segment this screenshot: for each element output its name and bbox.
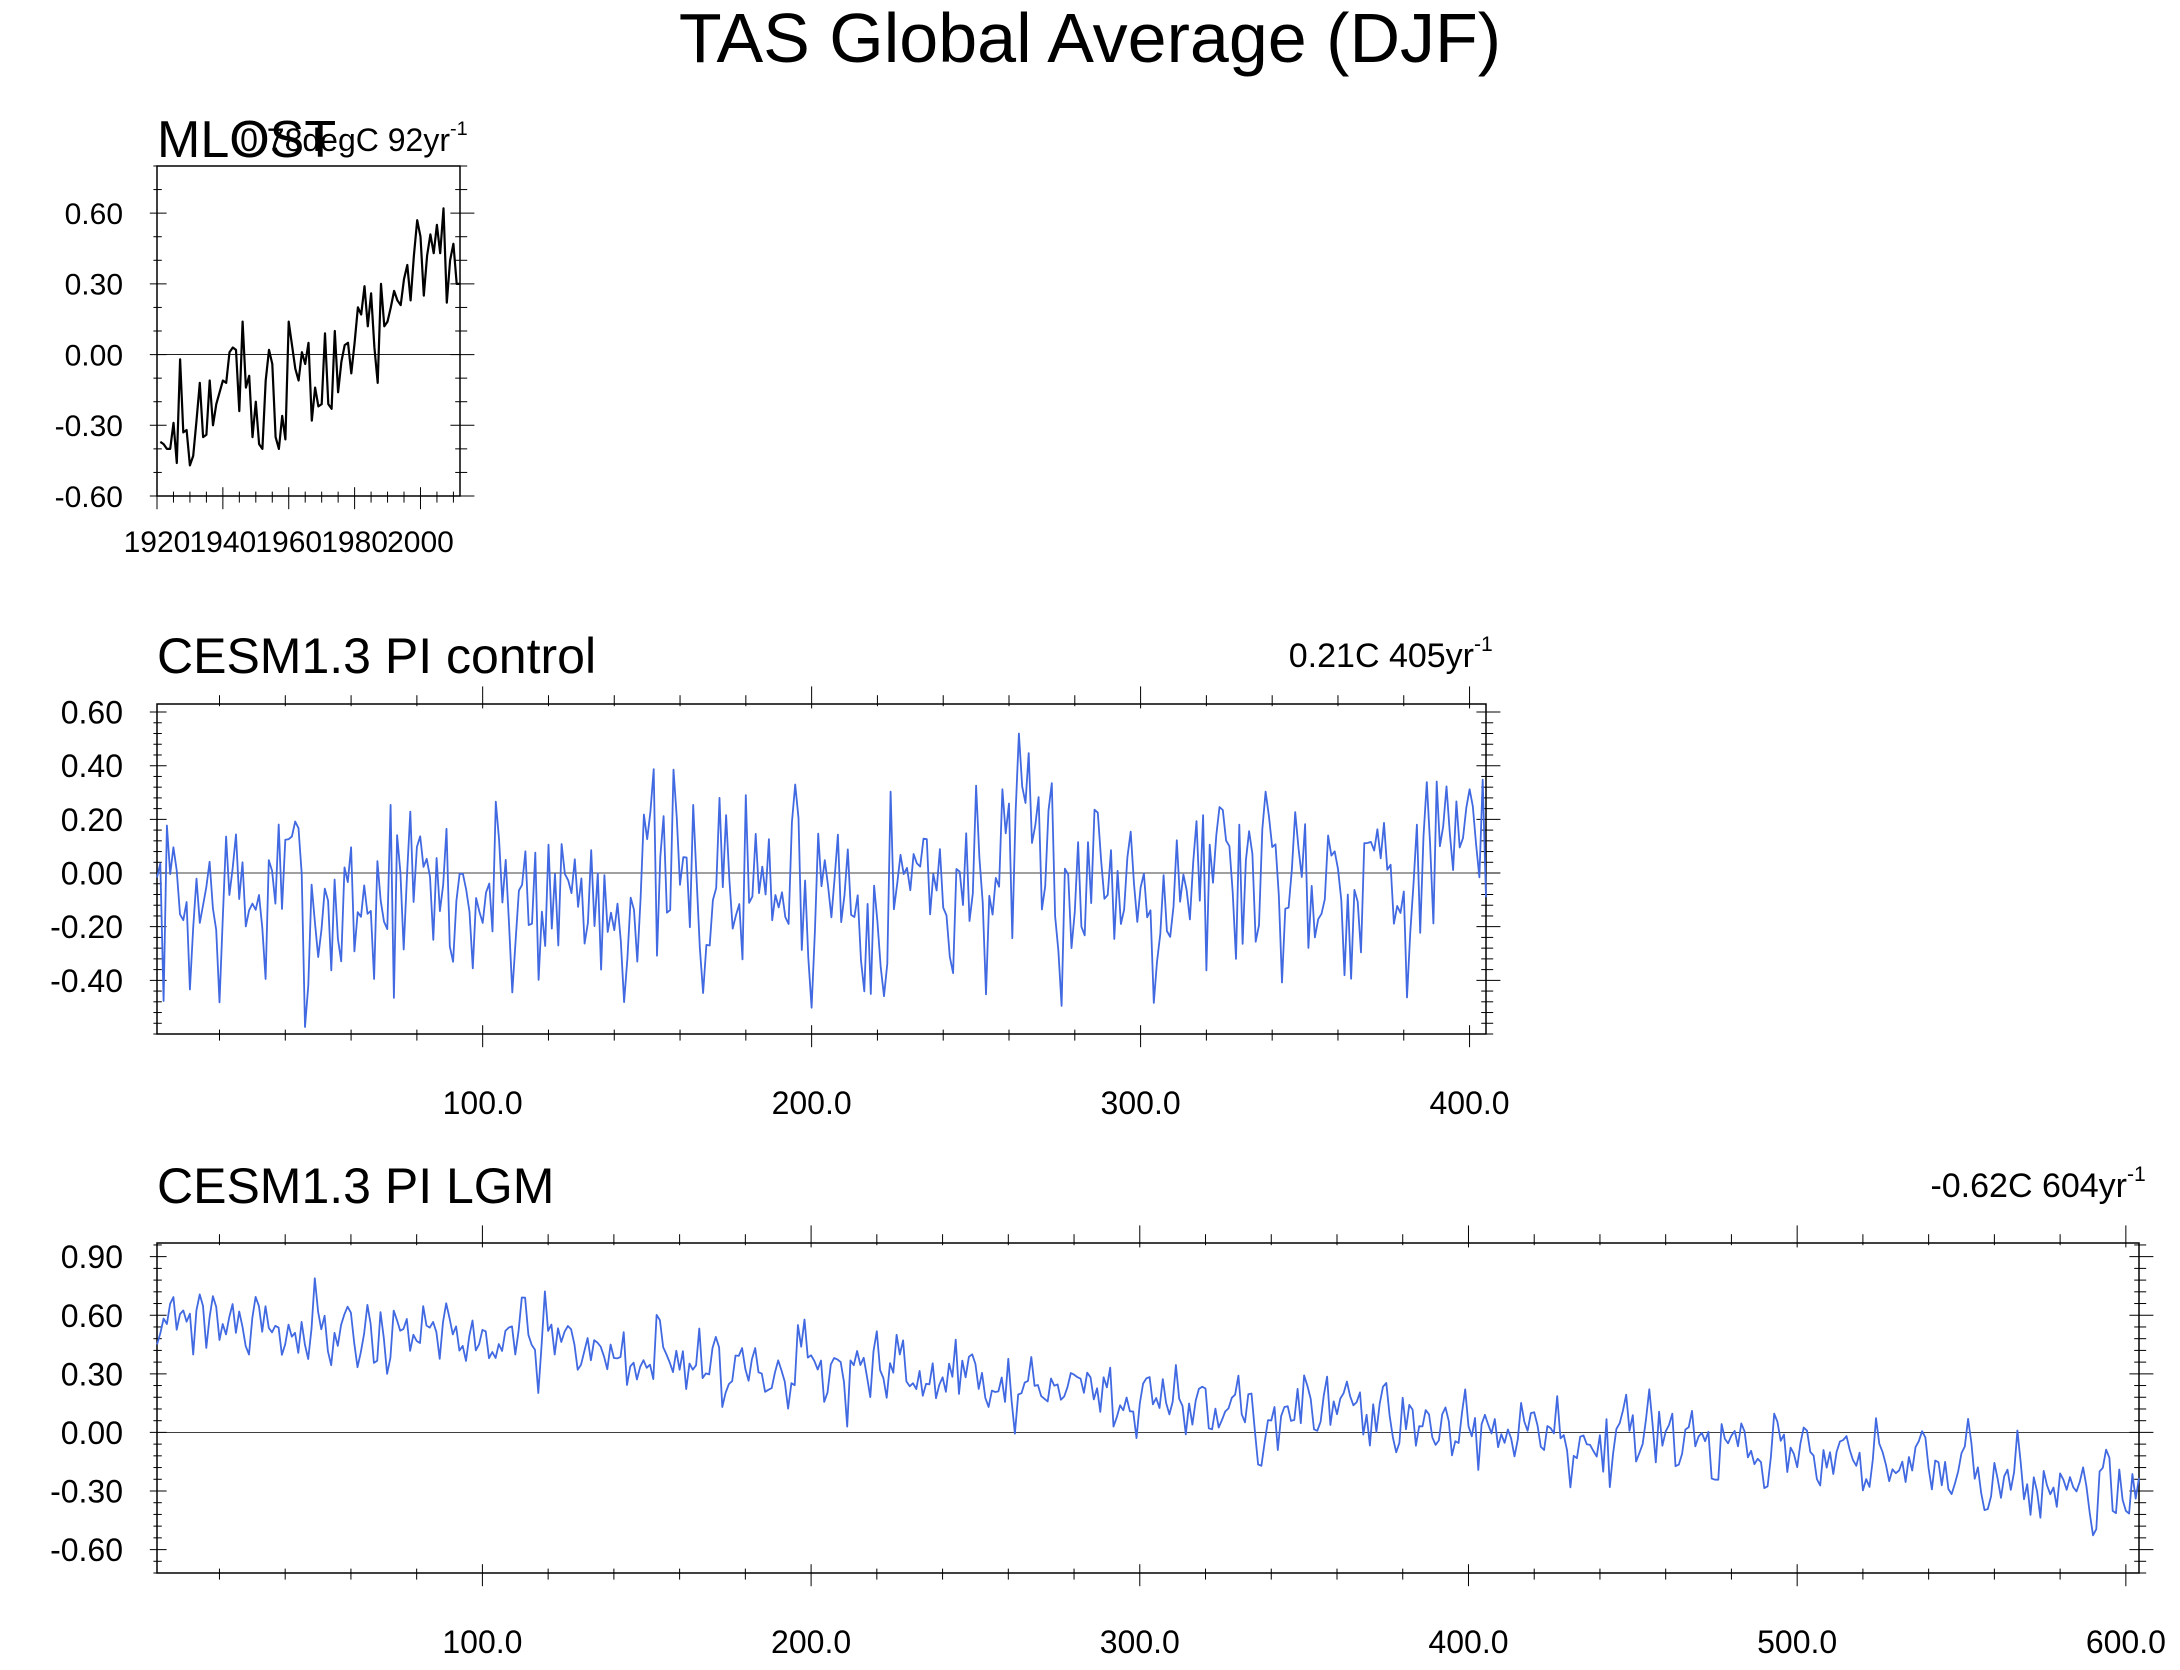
- panel-title: MLOST: [157, 111, 336, 169]
- plot-frame: [156, 165, 461, 497]
- ytick-label: -0.20: [50, 909, 123, 945]
- xtick-label: 500.0: [1757, 1624, 1837, 1660]
- plot-frame: [156, 703, 1487, 1035]
- ytick-label: 0.30: [65, 269, 123, 302]
- xtick-label: 200.0: [771, 1624, 851, 1660]
- plot-frame: [156, 1242, 2140, 1574]
- series-line-pi-control: [156, 732, 1487, 1028]
- panel-title: CESM1.3 PI control: [157, 628, 596, 684]
- xtick-label: 600.0: [2086, 1624, 2166, 1660]
- xtick-label: 100.0: [443, 1085, 523, 1121]
- main-title: TAS Global Average (DJF): [679, 0, 1501, 77]
- xtick-label: 300.0: [1101, 1085, 1181, 1121]
- trend-label-superscript: -1: [450, 118, 468, 140]
- xtick-label: 1940: [189, 526, 256, 559]
- trend-label: 0.78degC 92yr: [240, 122, 450, 158]
- chart-panel-pi-lgm: CESM1.3 PI LGM -0.62C 604yr -1 0.90 0.60 0.30…: [50, 1158, 2166, 1660]
- trend-label-superscript: -1: [2127, 1163, 2146, 1186]
- xtick-label: 1920: [124, 526, 191, 559]
- xtick-label: 100.0: [442, 1624, 522, 1660]
- ytick-label: 0.40: [61, 748, 123, 784]
- ytick-label: 0.00: [61, 1415, 123, 1451]
- ytick-label: 0.20: [61, 802, 123, 838]
- ytick-label: -0.40: [50, 963, 123, 999]
- ytick-label: 0.60: [61, 695, 123, 731]
- xtick-label: 200.0: [772, 1085, 852, 1121]
- chart-panel-pi-control: CESM1.3 PI control 0.21C 405yr -1 0.60 0.40 0…: [50, 628, 1510, 1121]
- xtick-label: 400.0: [1428, 1624, 1508, 1660]
- ytick-label: 0.00: [65, 339, 123, 372]
- ytick-label: -0.60: [55, 481, 123, 514]
- xtick-label: 1980: [321, 526, 388, 559]
- ytick-label: -0.30: [50, 1474, 123, 1510]
- ytick-label: 0.30: [61, 1356, 123, 1392]
- ytick-label: 0.60: [61, 1298, 123, 1334]
- xtick-label: 2000: [387, 526, 454, 559]
- ytick-label: 0.60: [65, 198, 123, 231]
- xtick-label: 300.0: [1100, 1624, 1180, 1660]
- series-line-pi-lgm: [156, 1277, 2140, 1537]
- panel-title: CESM1.3 PI LGM: [157, 1158, 554, 1214]
- ytick-label: 0.00: [61, 856, 123, 892]
- xtick-label: 1960: [255, 526, 322, 559]
- trend-label: -0.62C 604yr: [1930, 1167, 2127, 1205]
- series-line-mlost: [159, 207, 460, 467]
- ytick-label: -0.30: [55, 410, 123, 443]
- xtick-label: 400.0: [1430, 1085, 1510, 1121]
- trend-label: 0.21C 405yr: [1289, 637, 1474, 675]
- trend-label-superscript: -1: [1474, 633, 1493, 656]
- ytick-label: 0.90: [61, 1239, 123, 1275]
- ytick-label: -0.60: [50, 1532, 123, 1568]
